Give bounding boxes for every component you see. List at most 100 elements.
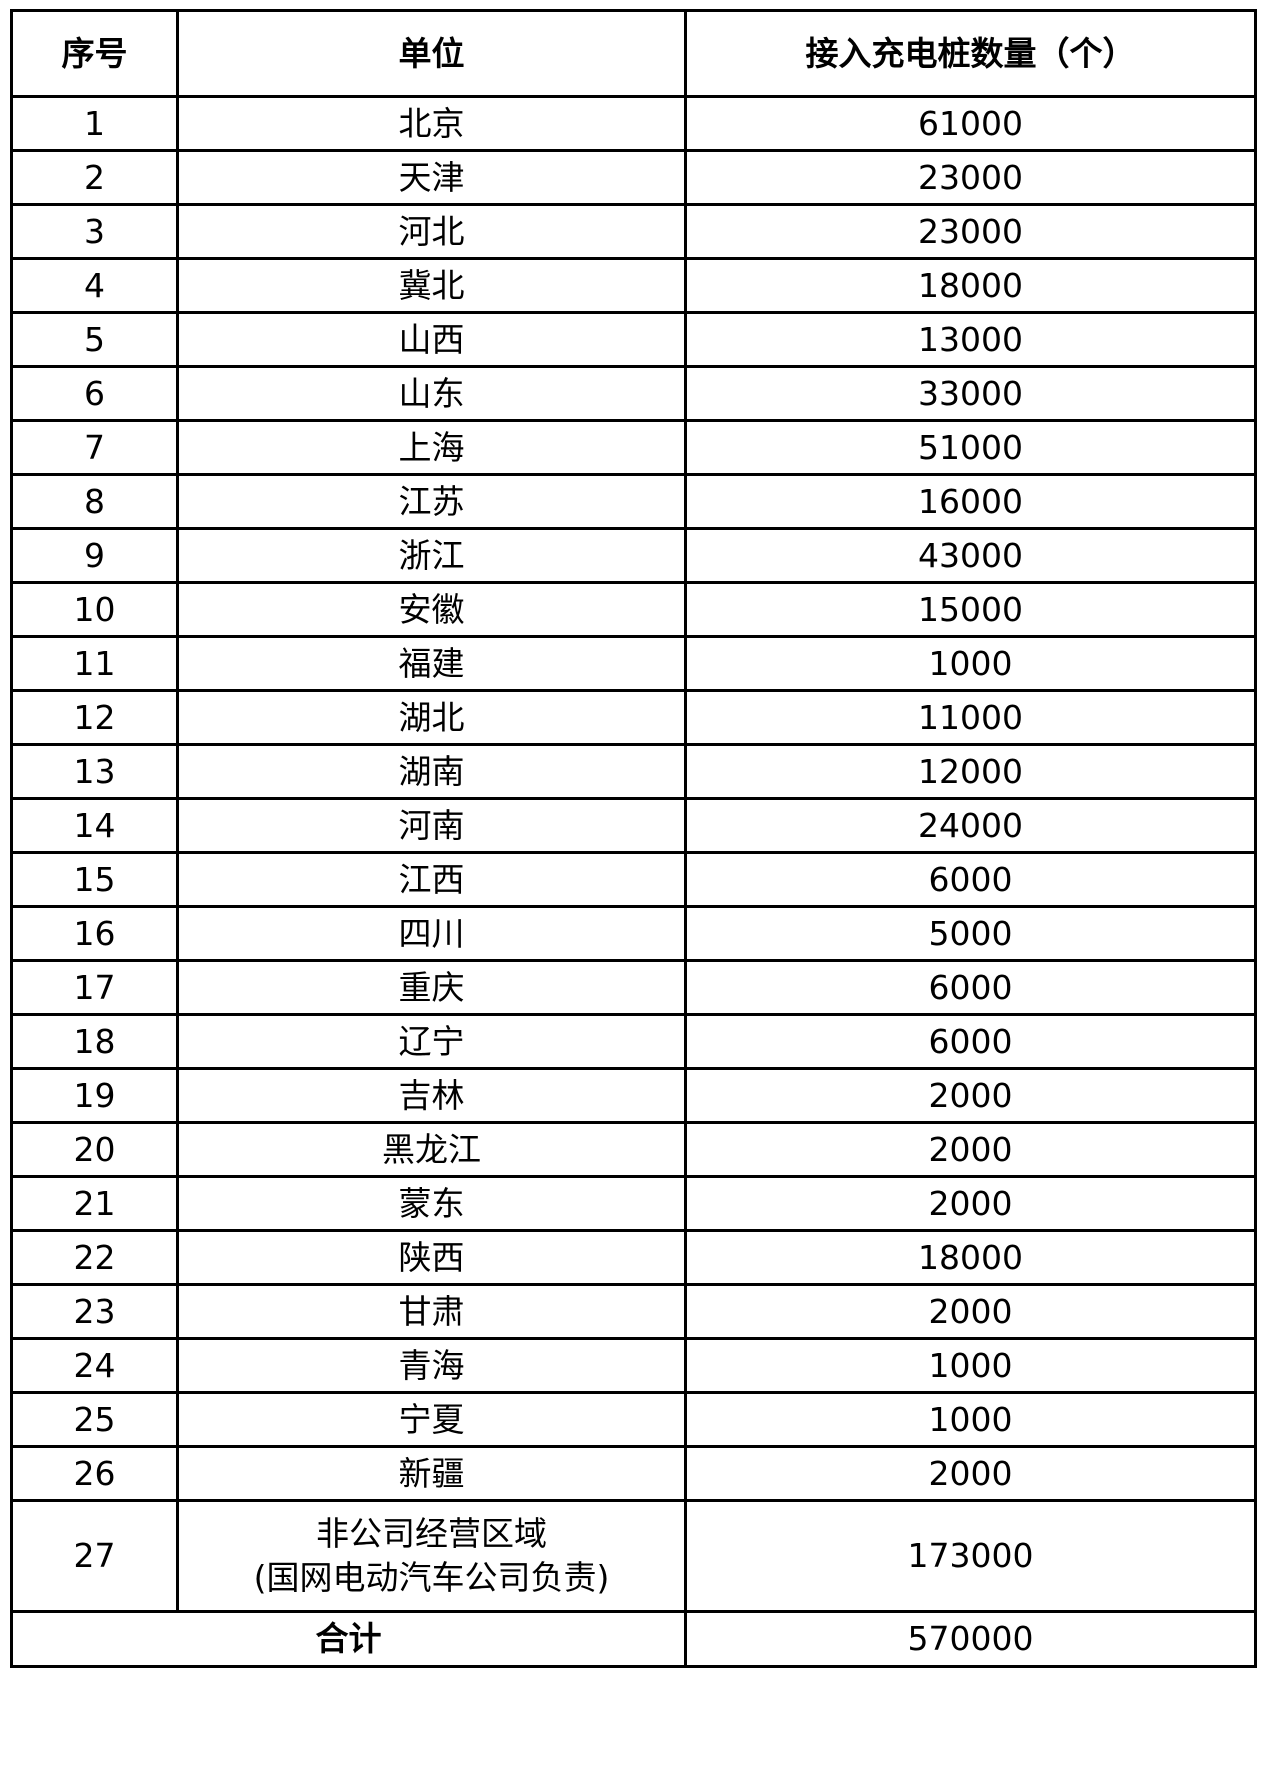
cell-unit: 非公司经营区域 (国网电动汽车公司负责) bbox=[176, 1499, 687, 1613]
cell-count: 51000 bbox=[684, 419, 1257, 476]
cell-unit: 浙江 bbox=[176, 527, 687, 584]
cell-no: 23 bbox=[10, 1283, 179, 1340]
table-row: 12 湖北 11000 bbox=[10, 689, 1257, 746]
cell-count: 12000 bbox=[684, 743, 1257, 800]
header-no: 序号 bbox=[10, 9, 179, 98]
cell-unit: 吉林 bbox=[176, 1067, 687, 1124]
cell-unit: 江苏 bbox=[176, 473, 687, 530]
table-row: 14 河南 24000 bbox=[10, 797, 1257, 854]
table-row: 18 辽宁 6000 bbox=[10, 1013, 1257, 1070]
header-count: 接入充电桩数量（个） bbox=[684, 9, 1257, 98]
cell-count: 24000 bbox=[684, 797, 1257, 854]
cell-no: 20 bbox=[10, 1121, 179, 1178]
table-row: 19 吉林 2000 bbox=[10, 1067, 1257, 1124]
cell-no: 9 bbox=[10, 527, 179, 584]
cell-unit: 新疆 bbox=[176, 1445, 687, 1502]
cell-unit: 黑龙江 bbox=[176, 1121, 687, 1178]
cell-count: 43000 bbox=[684, 527, 1257, 584]
cell-no: 22 bbox=[10, 1229, 179, 1286]
table-row: 7 上海 51000 bbox=[10, 419, 1257, 476]
charging-pile-table: 序号 单位 接入充电桩数量（个） 1 北京 61000 2 天津 23000 3 河北 2300… bbox=[10, 9, 1257, 1668]
total-count: 570000 bbox=[684, 1610, 1257, 1668]
cell-unit: 天津 bbox=[176, 149, 687, 206]
cell-unit: 山东 bbox=[176, 365, 687, 422]
cell-no: 8 bbox=[10, 473, 179, 530]
cell-no: 2 bbox=[10, 149, 179, 206]
cell-unit: 重庆 bbox=[176, 959, 687, 1016]
cell-unit: 甘肃 bbox=[176, 1283, 687, 1340]
table-row: 3 河北 23000 bbox=[10, 203, 1257, 260]
table-row: 27 非公司经营区域 (国网电动汽车公司负责) 173000 bbox=[10, 1499, 1257, 1613]
cell-no: 26 bbox=[10, 1445, 179, 1502]
cell-unit: 山西 bbox=[176, 311, 687, 368]
cell-unit: 青海 bbox=[176, 1337, 687, 1394]
cell-no: 25 bbox=[10, 1391, 179, 1448]
table-row: 15 江西 6000 bbox=[10, 851, 1257, 908]
table-row: 9 浙江 43000 bbox=[10, 527, 1257, 584]
header-row: 序号 单位 接入充电桩数量（个） bbox=[10, 9, 1257, 98]
cell-no: 6 bbox=[10, 365, 179, 422]
total-row: 合计 570000 bbox=[10, 1610, 1257, 1668]
cell-count: 173000 bbox=[684, 1499, 1257, 1613]
cell-no: 16 bbox=[10, 905, 179, 962]
cell-no: 12 bbox=[10, 689, 179, 746]
cell-unit: 江西 bbox=[176, 851, 687, 908]
cell-count: 2000 bbox=[684, 1175, 1257, 1232]
cell-count: 33000 bbox=[684, 365, 1257, 422]
cell-no: 7 bbox=[10, 419, 179, 476]
header-unit: 单位 bbox=[176, 9, 687, 98]
cell-count: 18000 bbox=[684, 257, 1257, 314]
cell-unit: 冀北 bbox=[176, 257, 687, 314]
cell-count: 23000 bbox=[684, 203, 1257, 260]
cell-count: 2000 bbox=[684, 1067, 1257, 1124]
cell-count: 13000 bbox=[684, 311, 1257, 368]
table-row: 4 冀北 18000 bbox=[10, 257, 1257, 314]
cell-no: 13 bbox=[10, 743, 179, 800]
table-row: 23 甘肃 2000 bbox=[10, 1283, 1257, 1340]
cell-no: 3 bbox=[10, 203, 179, 260]
cell-count: 11000 bbox=[684, 689, 1257, 746]
table-row: 5 山西 13000 bbox=[10, 311, 1257, 368]
table-row: 10 安徽 15000 bbox=[10, 581, 1257, 638]
cell-count: 6000 bbox=[684, 1013, 1257, 1070]
cell-no: 1 bbox=[10, 95, 179, 152]
table-row: 2 天津 23000 bbox=[10, 149, 1257, 206]
table-row: 21 蒙东 2000 bbox=[10, 1175, 1257, 1232]
table-row: 22 陕西 18000 bbox=[10, 1229, 1257, 1286]
cell-count: 5000 bbox=[684, 905, 1257, 962]
cell-no: 14 bbox=[10, 797, 179, 854]
cell-no: 15 bbox=[10, 851, 179, 908]
cell-unit: 辽宁 bbox=[176, 1013, 687, 1070]
cell-count: 1000 bbox=[684, 1391, 1257, 1448]
table-row: 1 北京 61000 bbox=[10, 95, 1257, 152]
cell-unit: 河北 bbox=[176, 203, 687, 260]
cell-no: 19 bbox=[10, 1067, 179, 1124]
unit-line-1: 非公司经营区域 bbox=[316, 1514, 547, 1553]
table-row: 26 新疆 2000 bbox=[10, 1445, 1257, 1502]
cell-no: 4 bbox=[10, 257, 179, 314]
table-row: 25 宁夏 1000 bbox=[10, 1391, 1257, 1448]
cell-no: 21 bbox=[10, 1175, 179, 1232]
unit-line-2: (国网电动汽车公司负责) bbox=[253, 1558, 610, 1597]
cell-unit: 上海 bbox=[176, 419, 687, 476]
cell-count: 16000 bbox=[684, 473, 1257, 530]
table-row: 17 重庆 6000 bbox=[10, 959, 1257, 1016]
table-row: 20 黑龙江 2000 bbox=[10, 1121, 1257, 1178]
cell-unit: 河南 bbox=[176, 797, 687, 854]
cell-count: 2000 bbox=[684, 1283, 1257, 1340]
cell-no: 5 bbox=[10, 311, 179, 368]
cell-no: 17 bbox=[10, 959, 179, 1016]
cell-count: 6000 bbox=[684, 959, 1257, 1016]
cell-unit: 陕西 bbox=[176, 1229, 687, 1286]
cell-no: 18 bbox=[10, 1013, 179, 1070]
cell-no: 24 bbox=[10, 1337, 179, 1394]
cell-unit: 蒙东 bbox=[176, 1175, 687, 1232]
cell-no: 11 bbox=[10, 635, 179, 692]
cell-count: 61000 bbox=[684, 95, 1257, 152]
table-row: 13 湖南 12000 bbox=[10, 743, 1257, 800]
cell-count: 23000 bbox=[684, 149, 1257, 206]
cell-unit: 宁夏 bbox=[176, 1391, 687, 1448]
cell-unit: 湖南 bbox=[176, 743, 687, 800]
cell-count: 1000 bbox=[684, 1337, 1257, 1394]
cell-count: 2000 bbox=[684, 1445, 1257, 1502]
